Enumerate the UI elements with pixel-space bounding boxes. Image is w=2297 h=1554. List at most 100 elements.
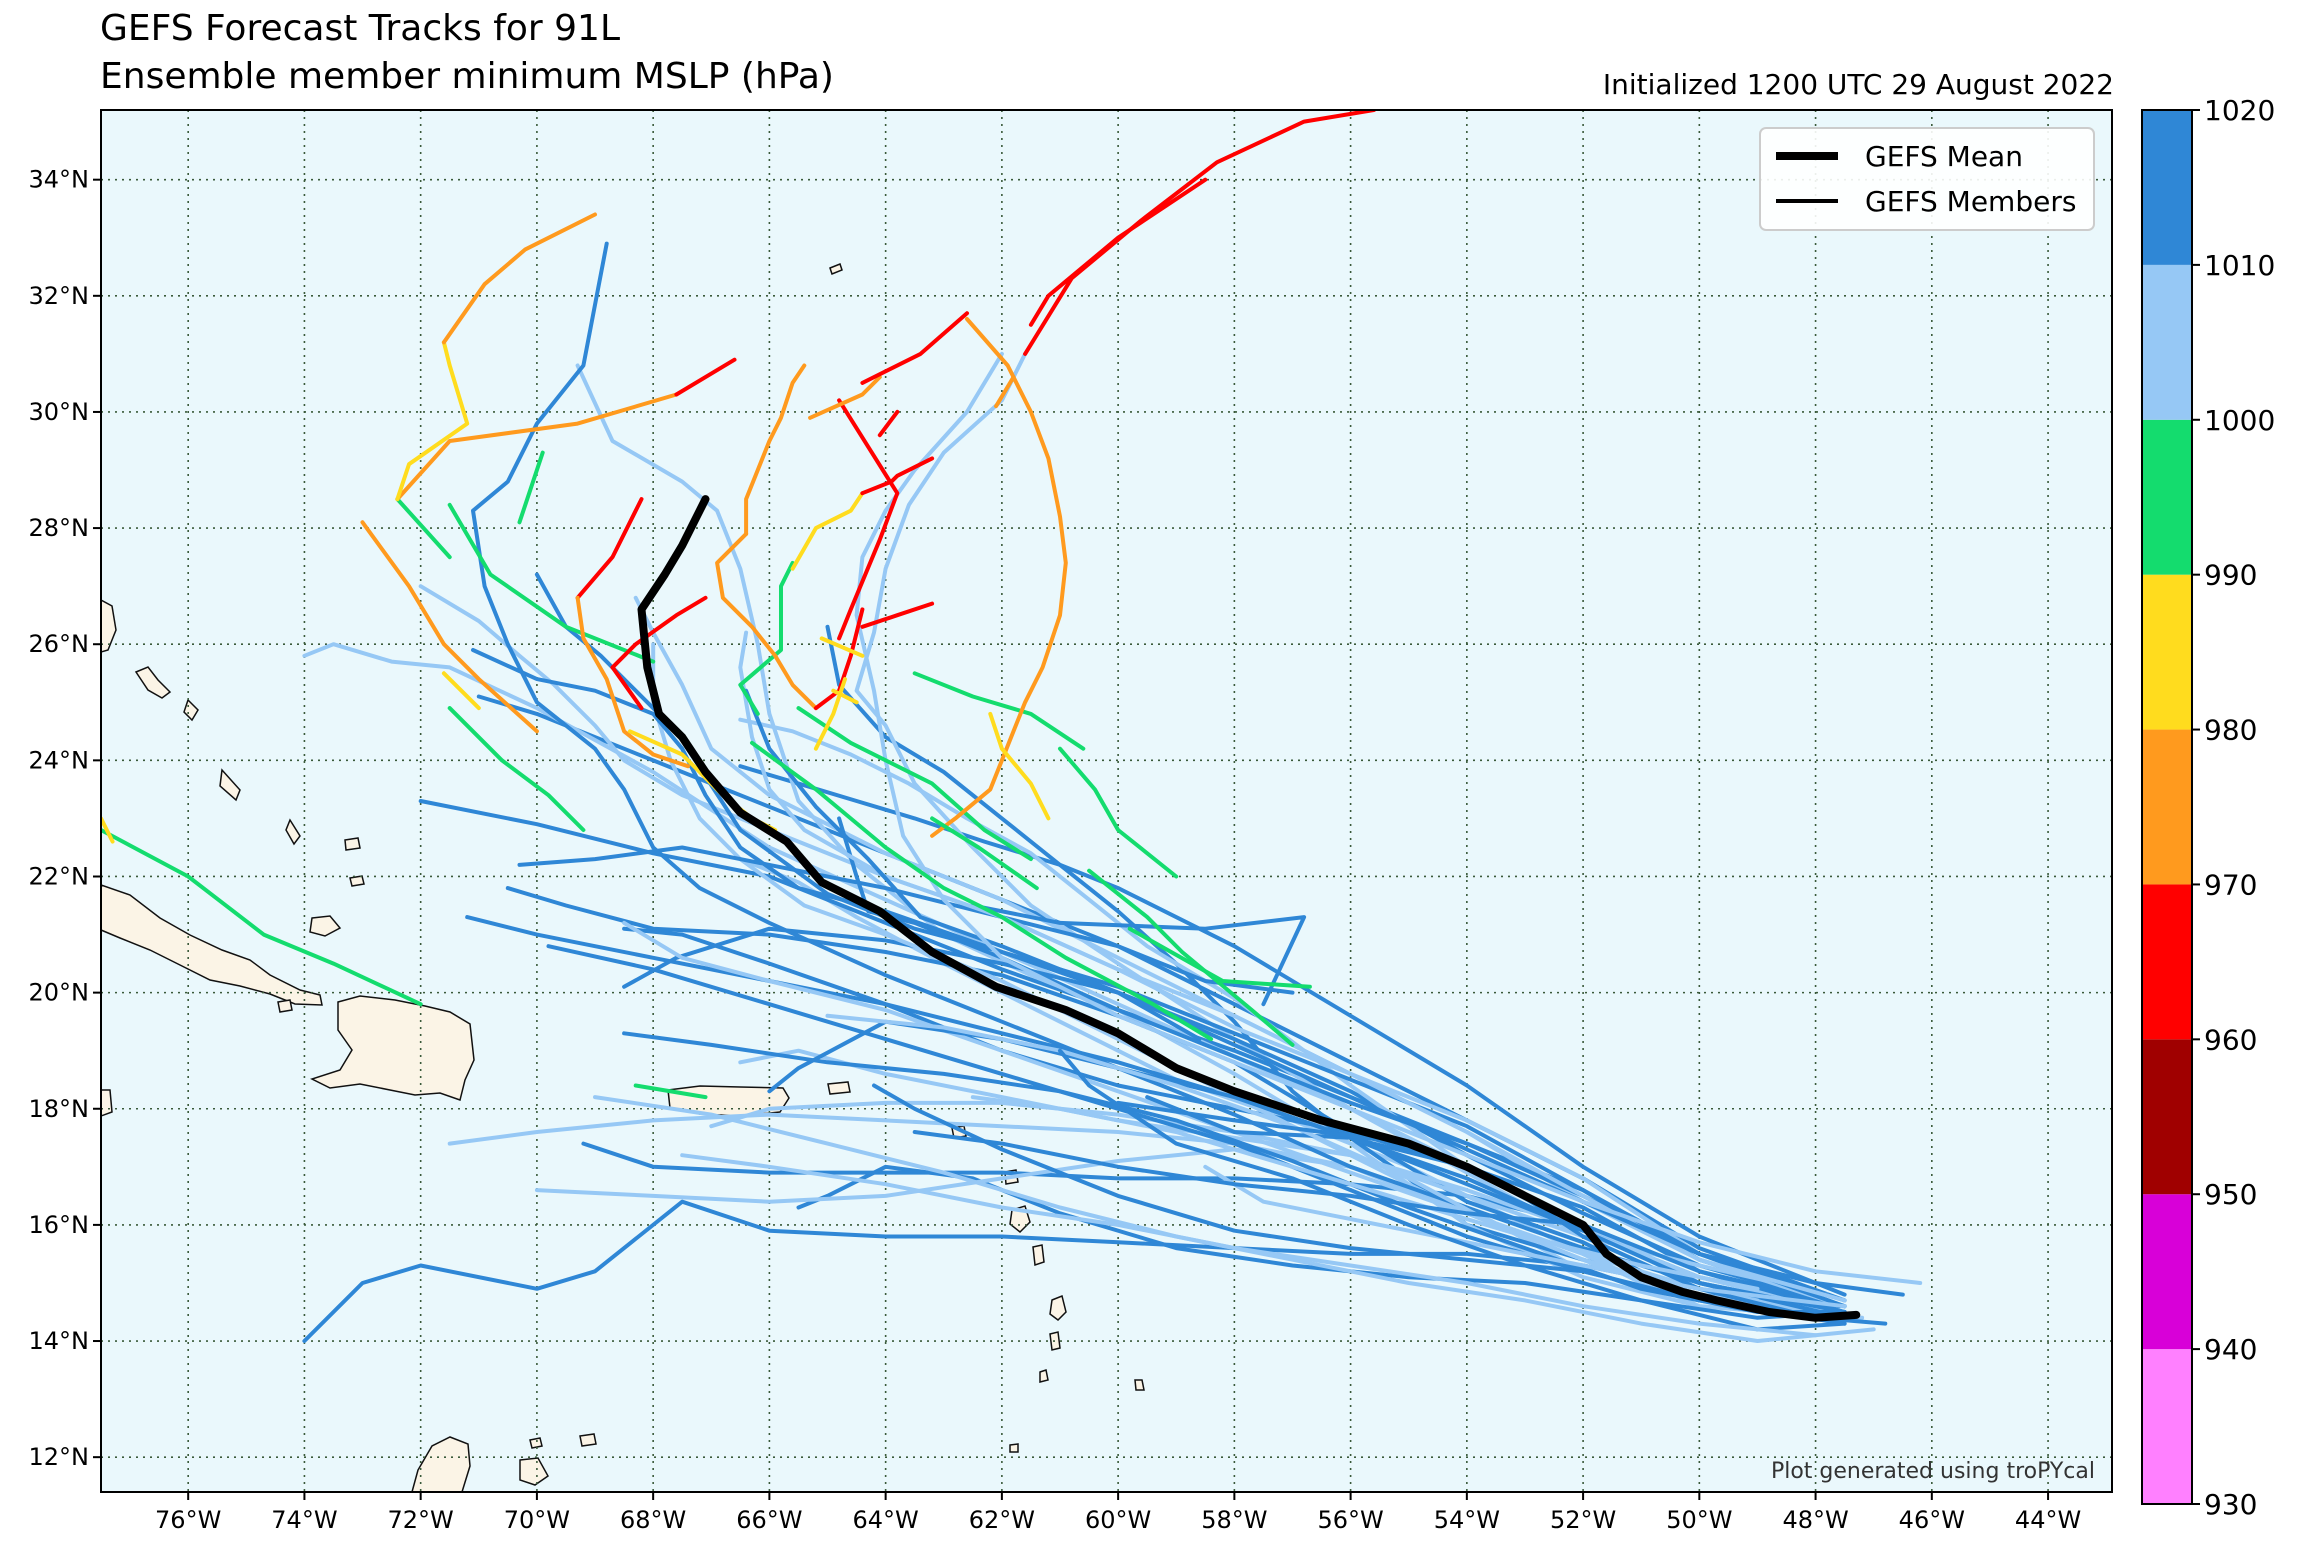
lon-tick-label: 76°W bbox=[155, 1506, 221, 1534]
member-track bbox=[622, 1031, 1847, 1314]
member-track-segment bbox=[813, 607, 865, 711]
land-aruba bbox=[529, 1437, 543, 1449]
member-track bbox=[738, 764, 1847, 1297]
member-track-segment bbox=[101, 816, 115, 844]
colorbar-frame bbox=[2141, 109, 2193, 1505]
member-track-segment bbox=[633, 1083, 708, 1100]
colorbar-label: 1000 bbox=[2204, 404, 2275, 437]
lat-tick-label: 12°N bbox=[29, 1443, 90, 1471]
colorbar-label: 1010 bbox=[2204, 249, 2275, 282]
credit-text: Plot generated using troPYcal bbox=[1771, 1459, 2095, 1484]
map-frame bbox=[100, 109, 2113, 1493]
lat-tick-label: 26°N bbox=[29, 630, 90, 658]
land-venezuela bbox=[411, 1436, 471, 1492]
member-track-segment bbox=[831, 688, 859, 705]
plot-title: GEFS Forecast Tracks for 91L bbox=[100, 8, 620, 49]
initialization-time: Initialized 1200 UTC 29 August 2022 bbox=[1602, 68, 2114, 101]
member-track bbox=[854, 351, 1847, 1320]
lon-tick-label: 44°W bbox=[2015, 1506, 2081, 1534]
lon-tick-label: 70°W bbox=[504, 1506, 570, 1534]
land-dominica bbox=[1032, 1244, 1045, 1267]
lon-tick-label: 74°W bbox=[271, 1506, 337, 1534]
member-track-segment bbox=[877, 409, 900, 438]
land-inagua bbox=[309, 915, 342, 937]
land-curacao bbox=[579, 1433, 597, 1447]
member-track-segment bbox=[575, 595, 690, 769]
member-track bbox=[872, 1083, 1586, 1274]
colorbar-segment bbox=[2142, 1194, 2192, 1350]
member-track-segment bbox=[1028, 177, 1208, 327]
lon-tick-label: 66°W bbox=[736, 1506, 802, 1534]
member-track-segment bbox=[930, 816, 1039, 891]
lon-tick-label: 56°W bbox=[1317, 1506, 1383, 1534]
lat-tick-label: 24°N bbox=[29, 746, 90, 774]
lat-tick-label: 32°N bbox=[29, 282, 90, 310]
member-track bbox=[1203, 1164, 1847, 1309]
member-track bbox=[622, 926, 1847, 1309]
member-track-segment bbox=[395, 340, 470, 502]
member-track-segment bbox=[1127, 926, 1312, 989]
colorbar-label: 930 bbox=[2204, 1488, 2257, 1521]
member-track bbox=[970, 903, 1307, 1007]
member-track-segment bbox=[447, 502, 656, 664]
member-track bbox=[767, 1019, 1847, 1320]
lon-tick-label: 52°W bbox=[1550, 1506, 1616, 1534]
member-track-segment bbox=[1087, 868, 1295, 1047]
member-track-segment bbox=[860, 456, 935, 496]
ocean-background bbox=[101, 110, 2112, 1492]
member-track-segment bbox=[575, 497, 644, 600]
member-track-segment bbox=[837, 398, 900, 641]
member-track-segment bbox=[447, 706, 586, 832]
colorbar-segment bbox=[2142, 1349, 2192, 1504]
member-track bbox=[912, 1130, 1586, 1227]
lon-tick-label: 54°W bbox=[1434, 1506, 1500, 1534]
land-acklins bbox=[344, 837, 361, 851]
member-track bbox=[517, 845, 1295, 995]
land-tobago bbox=[1009, 1443, 1019, 1453]
mean-track bbox=[637, 495, 1861, 1322]
member-track-segment bbox=[813, 677, 847, 751]
member-track-segment bbox=[1023, 110, 1376, 356]
member-track bbox=[1058, 1048, 1847, 1320]
land-masses bbox=[101, 263, 1145, 1492]
axis-labels: 76°W 74°W 72°W 70°W 68°W 66°W 64°W 62°W 60°W 58°W… bbox=[29, 166, 2082, 1534]
plot-subtitle: Ensemble member minimum MSLP (hPa) bbox=[100, 56, 834, 97]
land-martinique bbox=[1049, 1294, 1067, 1321]
member-track-segment bbox=[610, 665, 644, 711]
member-track-segment bbox=[860, 601, 935, 629]
colorbar-segment bbox=[2142, 884, 2192, 1040]
member-track-segment bbox=[517, 450, 545, 525]
ensemble-tracks bbox=[101, 110, 1923, 1343]
land-jamaica bbox=[101, 1089, 113, 1117]
member-track-segment bbox=[395, 392, 679, 502]
lon-tick-label: 62°W bbox=[969, 1506, 1035, 1534]
land-virgin-islands bbox=[827, 1081, 851, 1095]
lat-tick-label: 34°N bbox=[29, 166, 90, 194]
colorbar-segment bbox=[2142, 729, 2192, 885]
member-track-segment bbox=[101, 828, 423, 1007]
member-track bbox=[471, 241, 1847, 1314]
lon-tick-label: 60°W bbox=[1085, 1506, 1151, 1534]
member-track-segment bbox=[819, 636, 865, 658]
member-track-segment bbox=[750, 740, 1214, 1042]
colorbar-segment bbox=[2142, 110, 2192, 265]
lat-tick-label: 16°N bbox=[29, 1211, 90, 1239]
lat-tick-label: 22°N bbox=[29, 862, 90, 890]
lon-tick-label: 68°W bbox=[620, 1506, 686, 1534]
mslp-colorbar: 930 940 950 960 970 980 990 1000 1010 1020 bbox=[2141, 94, 2275, 1521]
land-andros bbox=[134, 666, 172, 699]
member-track-segment bbox=[744, 363, 807, 536]
member-track-segment bbox=[796, 706, 1033, 862]
land-florida bbox=[101, 599, 117, 653]
member-track bbox=[854, 351, 1923, 1285]
land-trinidad bbox=[519, 1457, 549, 1486]
lat-tick-label: 20°N bbox=[29, 979, 90, 1007]
legend: GEFS Mean GEFS Members bbox=[1759, 127, 2095, 231]
member-track-segment bbox=[674, 357, 737, 397]
land-bermuda bbox=[829, 263, 843, 275]
lon-tick-label: 58°W bbox=[1201, 1506, 1267, 1534]
lat-tick-label: 14°N bbox=[29, 1327, 90, 1355]
mean-track-line bbox=[637, 495, 1861, 1322]
member-track-segment bbox=[930, 317, 1068, 838]
